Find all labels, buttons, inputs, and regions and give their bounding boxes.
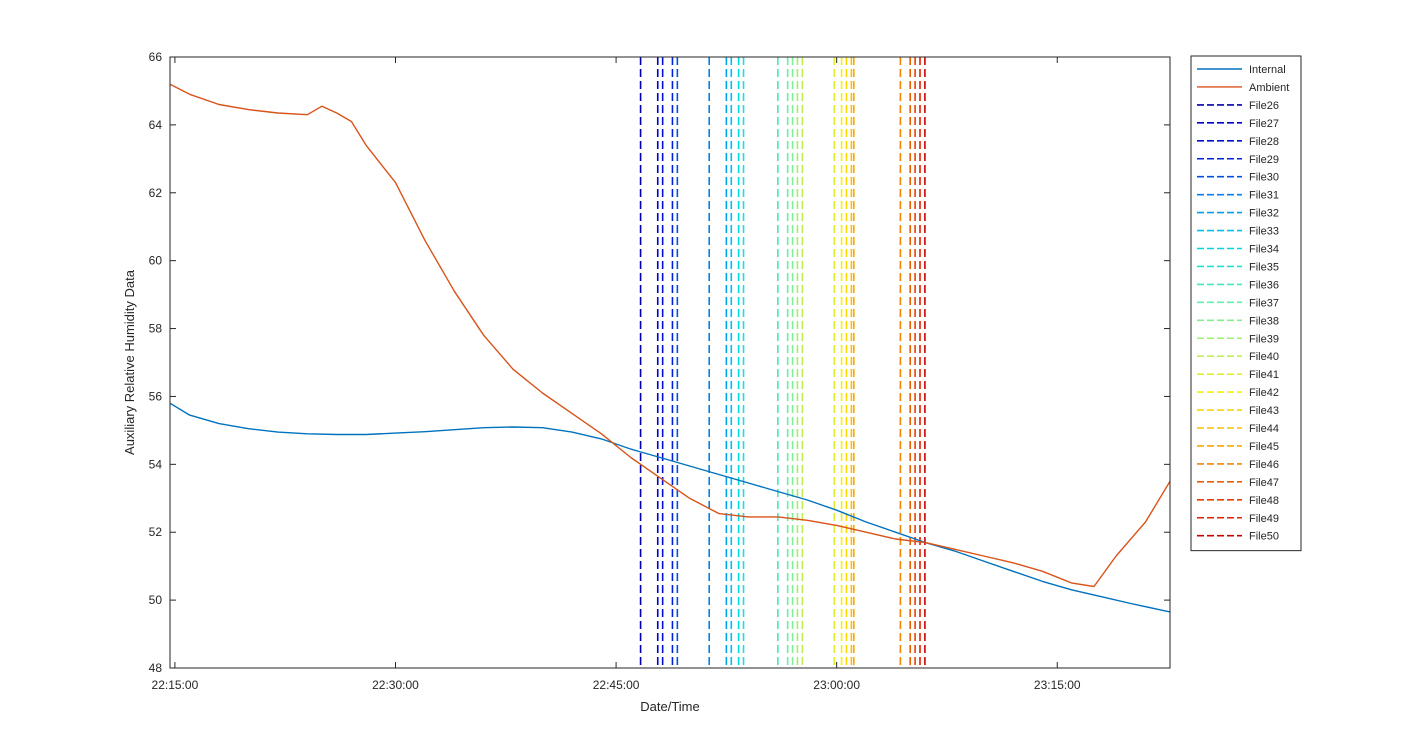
file-markers-layer bbox=[639, 57, 926, 668]
y-tick-label: 48 bbox=[149, 661, 163, 675]
y-tick-label: 54 bbox=[149, 457, 163, 471]
legend-label-file36: File36 bbox=[1249, 279, 1279, 291]
legend-label-file45: File45 bbox=[1249, 441, 1279, 453]
legend-label-file27: File27 bbox=[1249, 118, 1279, 130]
y-tick-label: 56 bbox=[149, 389, 163, 403]
legend-label-file26: File26 bbox=[1249, 100, 1279, 112]
y-tick-label: 60 bbox=[149, 254, 163, 268]
legend-label-file33: File33 bbox=[1249, 226, 1279, 238]
legend-label-file47: File47 bbox=[1249, 477, 1279, 489]
legend-label-file40: File40 bbox=[1249, 351, 1279, 363]
legend-label-file30: File30 bbox=[1249, 172, 1279, 184]
legend-label-file38: File38 bbox=[1249, 315, 1279, 327]
x-tick-label: 22:30:00 bbox=[372, 678, 419, 692]
y-tick-label: 64 bbox=[149, 118, 163, 132]
plot-area bbox=[170, 57, 1170, 668]
y-axis-label: Auxiliary Relative Humidity Data bbox=[122, 269, 137, 455]
legend-label-file35: File35 bbox=[1249, 261, 1279, 273]
legend-label-file31: File31 bbox=[1249, 190, 1279, 202]
legend-label-internal: Internal bbox=[1249, 64, 1286, 76]
y-tick-label: 66 bbox=[149, 50, 163, 64]
legend-label-file32: File32 bbox=[1249, 208, 1279, 220]
x-tick-label: 23:00:00 bbox=[813, 678, 860, 692]
x-axis-label: Date/Time bbox=[640, 699, 699, 714]
legend-label-file49: File49 bbox=[1249, 513, 1279, 525]
legend-label-file42: File42 bbox=[1249, 387, 1279, 399]
y-tick-label: 62 bbox=[149, 186, 163, 200]
series-layer bbox=[170, 83, 1170, 613]
ticks-layer: 48 50 52 54 56 58 60 62 64 66 22:15:00 22:30:00 22:4… bbox=[149, 50, 1170, 692]
legend-label-ambient: Ambient bbox=[1249, 82, 1289, 94]
legend-label-file46: File46 bbox=[1249, 459, 1279, 471]
legend-label-file37: File37 bbox=[1249, 297, 1279, 309]
legend-box bbox=[1190, 55, 1302, 552]
legend-label-file43: File43 bbox=[1249, 405, 1279, 417]
axes-box bbox=[169, 56, 1171, 669]
legend-label-file29: File29 bbox=[1249, 154, 1279, 166]
y-tick-label: 58 bbox=[149, 322, 163, 336]
x-tick-label: 22:15:00 bbox=[152, 678, 199, 692]
series-line-ambient bbox=[170, 83, 1170, 588]
legend-label-file50: File50 bbox=[1249, 531, 1279, 543]
y-tick-label: 52 bbox=[149, 525, 163, 539]
legend-label-file48: File48 bbox=[1249, 495, 1279, 507]
legend-label-file28: File28 bbox=[1249, 136, 1279, 148]
legend-label-file41: File41 bbox=[1249, 369, 1279, 381]
legend-label-file39: File39 bbox=[1249, 333, 1279, 345]
legend-label-file44: File44 bbox=[1249, 423, 1279, 435]
legend-label-file34: File34 bbox=[1249, 244, 1279, 256]
series-line-internal bbox=[170, 402, 1170, 613]
legend: Internal Ambient File26 File27 File28 File29 F… bbox=[1190, 55, 1302, 552]
x-tick-label: 23:15:00 bbox=[1034, 678, 1081, 692]
y-tick-label: 50 bbox=[149, 593, 163, 607]
x-tick-label: 22:45:00 bbox=[593, 678, 640, 692]
